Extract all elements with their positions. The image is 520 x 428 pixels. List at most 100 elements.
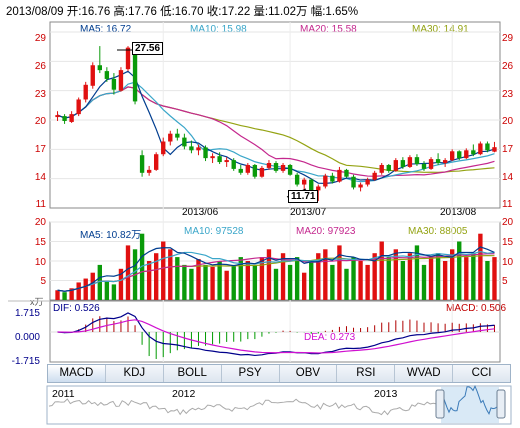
volume-bar [182, 264, 187, 300]
volume-bar [414, 245, 420, 300]
tab-wvad[interactable]: WVAD [395, 365, 454, 382]
candle-body [386, 164, 391, 171]
candle-body [442, 160, 448, 164]
candle-body [435, 159, 441, 164]
low-annotation: 11.71 [288, 190, 319, 203]
candle-body [62, 116, 67, 121]
tab-cci[interactable]: CCI [471, 367, 492, 379]
candle-body [259, 167, 265, 177]
volume-bar [252, 264, 258, 300]
volume-ytick: 5 [40, 276, 46, 287]
tab-boll[interactable]: BOLL [164, 365, 222, 382]
volume-ytick-right: 20 [502, 217, 514, 228]
candle-body [238, 168, 243, 173]
candle-body [55, 115, 60, 118]
price-ytick: 29 [34, 33, 46, 44]
navigator-year: 2012 [172, 388, 196, 400]
volume-bar [337, 245, 342, 300]
price-panel-frame [49, 21, 501, 209]
volume-ma10-line [57, 251, 495, 292]
volume-ma10-label: MA10: 97528 [184, 226, 244, 237]
volume-bar [189, 268, 194, 300]
price-ma30-label: MA30: 14.91 [412, 24, 469, 35]
candle-body [450, 151, 455, 161]
price-ma5-label: MA5: 16.72 [80, 24, 132, 35]
candle-body [118, 70, 124, 91]
tab-psy[interactable]: PSY [222, 365, 280, 382]
candle-body [421, 164, 427, 169]
volume-bar [400, 261, 406, 300]
candle-body [161, 141, 166, 155]
volume-bar [323, 249, 328, 300]
navigator-right-handle[interactable] [496, 389, 506, 419]
macd-dif-line [57, 312, 495, 357]
volume-bar [154, 253, 159, 300]
macd-ytick: 0.000 [14, 332, 40, 343]
volume-bar [104, 280, 110, 300]
candle-body [90, 65, 95, 86]
candle-body [280, 164, 286, 171]
candle-body [76, 99, 81, 115]
candle-body [154, 154, 159, 170]
price-ytick-right: 29 [502, 33, 514, 44]
volume-bar [351, 257, 356, 300]
volume-bar [83, 278, 88, 300]
candle-body [146, 169, 152, 173]
price-ytick: 26 [34, 61, 46, 72]
candle-body [379, 164, 384, 173]
volume-bar [55, 290, 60, 300]
navigator-history-line [48, 398, 446, 416]
candle-body [252, 164, 258, 177]
candle-body [372, 172, 377, 180]
navigator-selection [441, 387, 499, 423]
navigator-left-handle[interactable] [435, 389, 445, 419]
candle-body [294, 174, 300, 185]
candle-body [97, 65, 102, 71]
price-ytick-right: 17 [502, 144, 514, 155]
tab-kdj[interactable]: KDJ [106, 365, 164, 382]
volume-bar [407, 253, 413, 300]
volume-bar [273, 268, 279, 300]
volume-bar [231, 264, 236, 300]
volume-bar [69, 288, 74, 300]
volume-bar [175, 257, 180, 300]
candle-body [351, 176, 356, 188]
candle-body [203, 147, 208, 159]
volume-bar [62, 292, 67, 300]
candle-body [485, 143, 490, 151]
price-ytick-right: 23 [502, 89, 514, 100]
candle-body [168, 133, 173, 142]
volume-bar [421, 264, 427, 300]
candle-body [400, 160, 406, 167]
indicator-tabs: MACD KDJ BOLL PSY OBV RSI WVAD CCI [47, 364, 511, 383]
volume-bar [224, 270, 229, 300]
candle-body [337, 169, 342, 182]
volume-ma30-label: MA30: 88005 [408, 226, 468, 237]
volume-bar [386, 257, 391, 300]
x-date-label: 2013/07 [290, 207, 327, 218]
tab-macd[interactable]: MACD [48, 365, 106, 382]
volume-bar [259, 257, 265, 300]
tab-obv[interactable]: OBV [280, 365, 338, 382]
candle-body [365, 179, 370, 185]
macd-dea-line [57, 319, 495, 354]
candle-body [344, 169, 349, 177]
volume-bar [464, 257, 469, 300]
candle-body [224, 160, 229, 163]
tab-rsi[interactable]: RSI [337, 365, 396, 382]
volume-bar [76, 282, 81, 300]
volume-bar [146, 261, 152, 300]
candle-body [273, 163, 279, 171]
navigator-selected-line [442, 385, 500, 415]
volume-bar [428, 257, 434, 300]
volume-ma5-line [57, 246, 495, 292]
candle-body [393, 160, 398, 171]
volume-bar [238, 257, 243, 300]
candle-body [330, 175, 335, 182]
candle-body [492, 147, 497, 152]
volume-ytick-right: 5 [502, 276, 508, 287]
candle-body [125, 47, 131, 70]
price-ytick-right: 26 [502, 61, 514, 72]
candle-body [287, 164, 293, 175]
